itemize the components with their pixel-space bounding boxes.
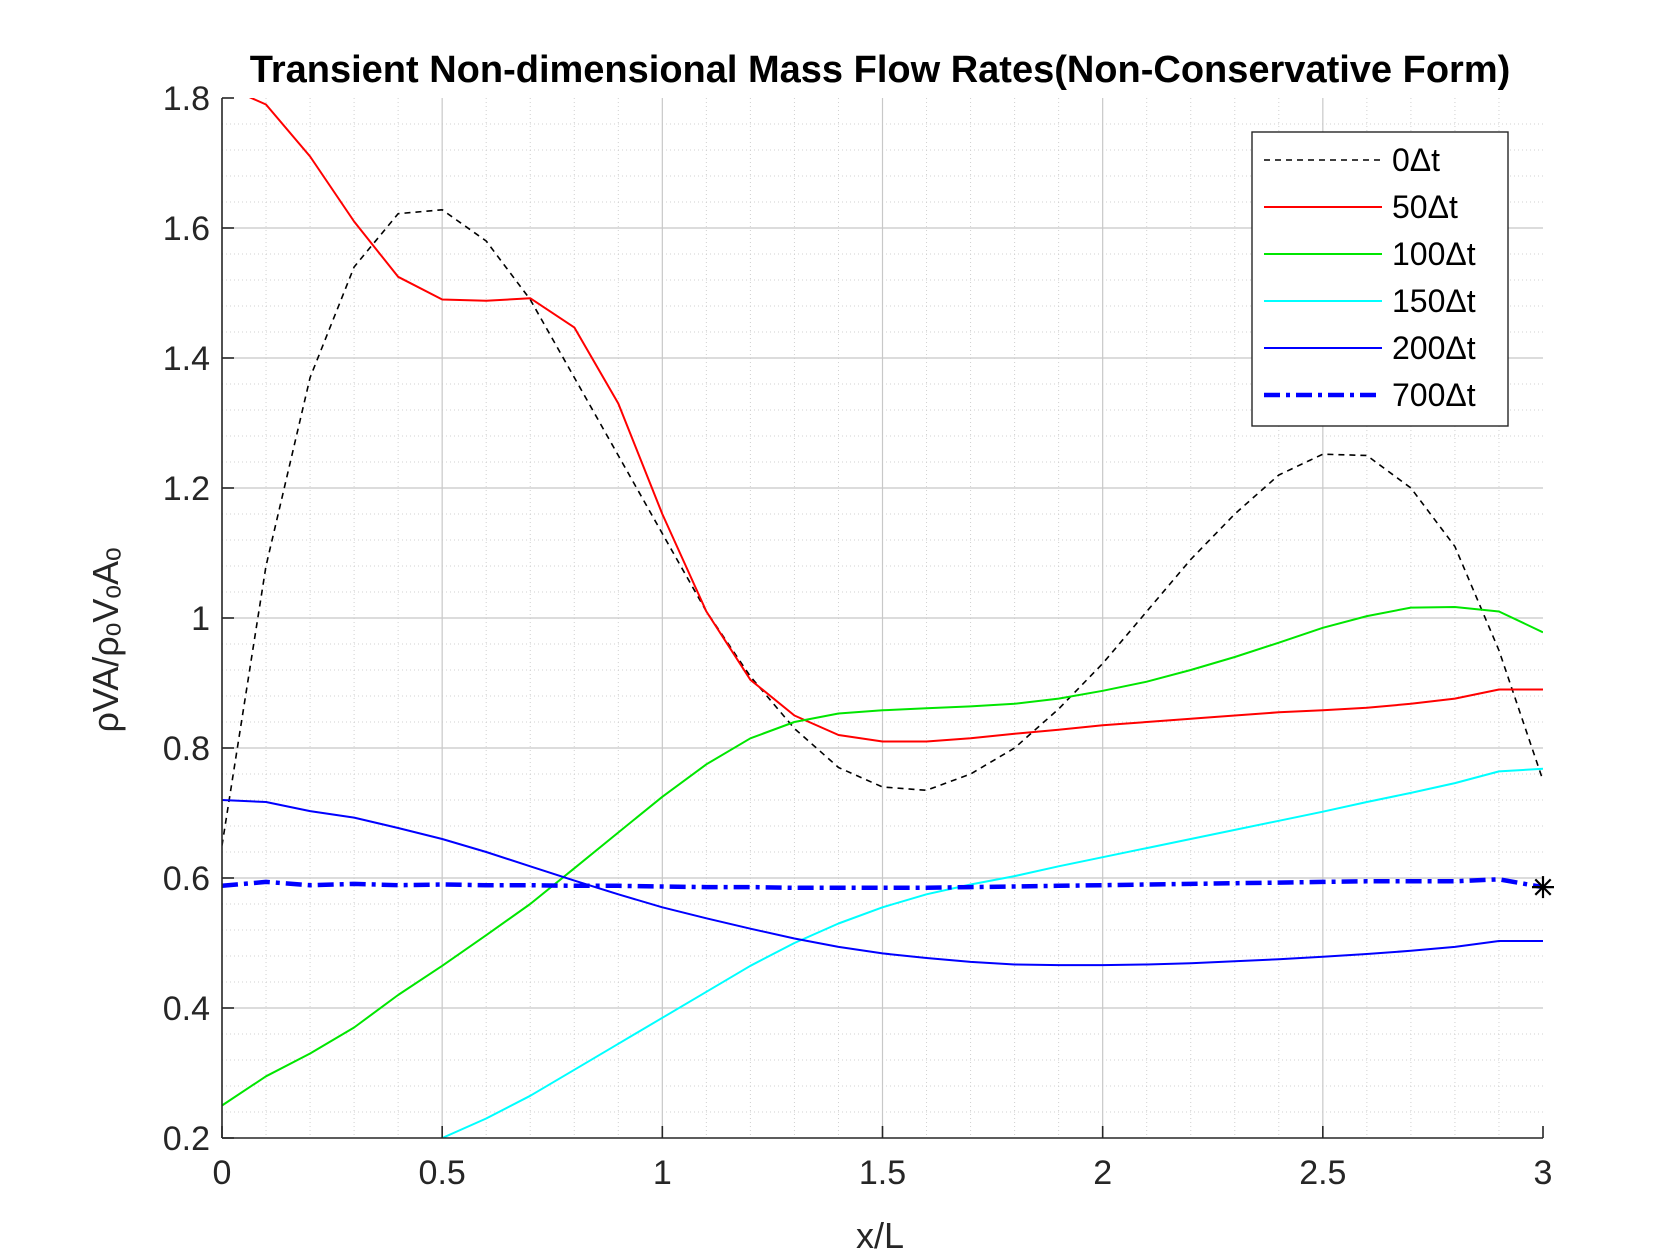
series-line-700tdt — [222, 877, 1543, 891]
y-axis-label: ρVA/ρₒVₒAₒ — [85, 547, 126, 732]
legend-item: 0Δt — [1264, 142, 1440, 178]
x-tick-label: 3 — [1534, 1154, 1553, 1192]
y-tick-label: 1.6 — [163, 210, 210, 248]
y-tick-label: 0.4 — [163, 990, 210, 1028]
series-line-200tdt — [222, 799, 1543, 967]
y-tick-label: 0.8 — [163, 730, 210, 768]
chart-title: Transient Non-dimensional Mass Flow Rate… — [250, 49, 1511, 91]
legend-item: 700Δt — [1264, 377, 1476, 413]
end-marker-asterisk — [1532, 876, 1554, 899]
y-tick-label: 0.6 — [163, 860, 210, 898]
y-tick-label: 1 — [191, 600, 210, 638]
legend-label: 200Δt — [1392, 330, 1476, 366]
x-tick-label: 2.5 — [1299, 1154, 1346, 1192]
annotation-layer — [1532, 876, 1554, 899]
x-axis-label: x/L — [856, 1215, 904, 1256]
x-tick-label: 2 — [1093, 1154, 1112, 1192]
legend-box — [1251, 131, 1509, 427]
series-layer — [222, 98, 1543, 1138]
legend-label: 0Δt — [1392, 142, 1440, 178]
x-tick-label: 1 — [653, 1154, 672, 1192]
legend-label: 150Δt — [1392, 283, 1476, 319]
legend-item: 200Δt — [1264, 330, 1476, 366]
x-tick-labels: 0 0.5 1 1.5 2 2.5 3 — [213, 1126, 1553, 1192]
legend-label: 50Δt — [1392, 189, 1458, 225]
series-line-50tdt — [248, 98, 1543, 743]
x-tick-label: 1.5 — [859, 1154, 906, 1192]
legend-item: 100Δt — [1264, 236, 1476, 272]
legend: 0Δt 50Δt 100Δt 150Δt 200Δt 700Δt — [1251, 131, 1509, 427]
series-line-0tdt — [222, 209, 1543, 846]
y-tick-label: 1.4 — [163, 340, 210, 378]
legend-label: 100Δt — [1392, 236, 1476, 272]
x-tick-label: 0.5 — [419, 1154, 466, 1192]
series-line-150tdt — [438, 767, 1543, 1138]
y-tick-label: 0.2 — [163, 1120, 210, 1158]
y-tick-label: 1.2 — [163, 470, 210, 508]
y-tick-labels: 0.2 0.4 0.6 0.8 1 1.2 1.4 1.6 1.8 — [163, 80, 234, 1158]
legend-item: 50Δt — [1264, 189, 1458, 225]
legend-item: 150Δt — [1264, 283, 1476, 319]
legend-label: 700Δt — [1392, 377, 1476, 413]
x-tick-label: 0 — [213, 1154, 232, 1192]
y-tick-label: 1.8 — [163, 80, 210, 118]
series-line-100tdt — [222, 606, 1543, 1107]
